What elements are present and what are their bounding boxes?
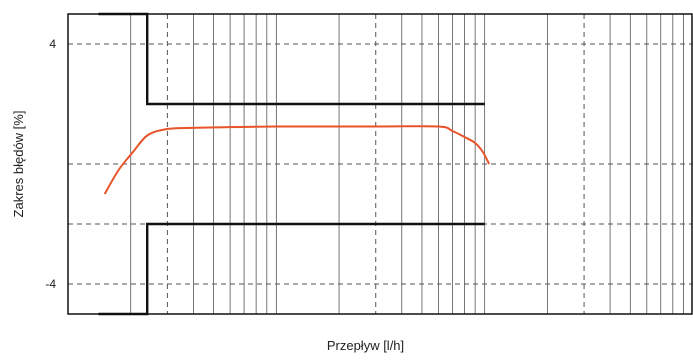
y-tick-label: -4 [45,277,56,291]
x-axis-label: Przepływ [l/h] [327,338,404,353]
y-axis-label: Zakres błędów [%] [11,111,26,218]
lower-error-limit [98,222,485,316]
plot-frame [67,13,693,315]
measured-error-curve [103,125,490,195]
y-tick-label: 4 [49,37,56,51]
upper-error-limit [98,12,485,106]
y-tick-labels: 4 -4 [45,37,56,291]
grid [68,14,693,314]
